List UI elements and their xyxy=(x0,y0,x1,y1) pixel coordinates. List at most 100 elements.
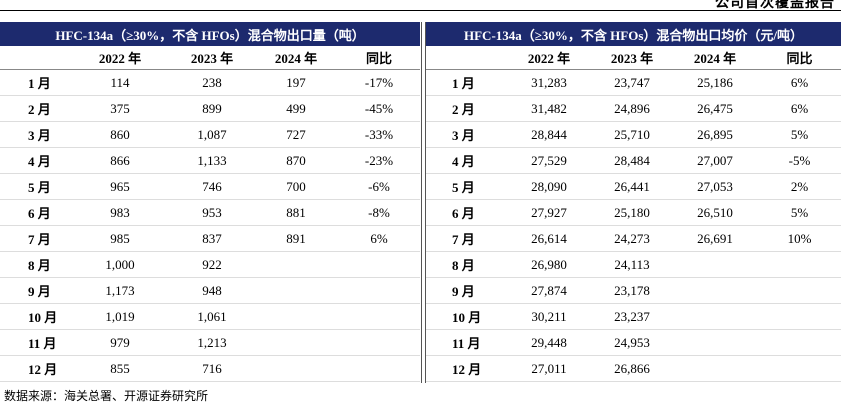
value-cell: 26,980 xyxy=(506,251,592,278)
data-row: 11 月 29,448 24,953 xyxy=(426,329,841,356)
value-cell: 979 xyxy=(70,329,170,356)
value-cell: 985 xyxy=(70,225,170,252)
month-cell: 3 月 xyxy=(426,121,506,148)
value-cell: 983 xyxy=(70,199,170,226)
value-cell: 5% xyxy=(758,199,841,226)
value-cell: 1,061 xyxy=(170,303,254,330)
value-cell: -33% xyxy=(338,121,421,148)
value-cell: 25,186 xyxy=(672,69,758,96)
data-row: 4 月 27,529 28,484 27,007 -5% xyxy=(426,147,841,174)
value-cell: 10% xyxy=(758,225,841,252)
data-row: 5 月 965 746 700 -6% xyxy=(0,173,421,200)
title-row: HFC-134a（≥30%，不含 HFOs）混合物出口量（吨） xyxy=(0,22,421,46)
value-cell: 837 xyxy=(170,225,254,252)
value-cell: 860 xyxy=(70,121,170,148)
table-title: HFC-134a（≥30%，不含 HFOs）混合物出口均价（元/吨） xyxy=(426,22,841,46)
value-cell: -45% xyxy=(338,95,421,122)
value-cell: 23,747 xyxy=(592,69,672,96)
value-cell xyxy=(338,303,421,330)
header-cell: 2022 年 xyxy=(506,46,592,70)
value-cell: 1,019 xyxy=(70,303,170,330)
data-row: 9 月 1,173 948 xyxy=(0,277,421,304)
month-cell: 8 月 xyxy=(426,251,506,278)
header-cell: 2024 年 xyxy=(672,46,758,70)
month-cell: 10 月 xyxy=(0,303,70,330)
value-cell xyxy=(338,355,421,382)
value-cell: 26,614 xyxy=(506,225,592,252)
value-cell: 922 xyxy=(170,251,254,278)
value-cell: 27,927 xyxy=(506,199,592,226)
value-cell xyxy=(672,329,758,356)
header-row: 2022 年 2023 年 2024 年同比 xyxy=(426,46,841,70)
value-cell: 27,011 xyxy=(506,355,592,382)
value-cell: -23% xyxy=(338,147,421,174)
month-cell: 11 月 xyxy=(0,329,70,356)
export-volume-table: HFC-134a（≥30%，不含 HFOs）混合物出口量（吨） 2022 年 202… xyxy=(0,22,421,382)
data-row: 11 月 979 1,213 xyxy=(0,329,421,356)
value-cell: 26,510 xyxy=(672,199,758,226)
value-cell xyxy=(672,303,758,330)
month-cell: 11 月 xyxy=(426,329,506,356)
value-cell: 375 xyxy=(70,95,170,122)
value-cell: 23,237 xyxy=(592,303,672,330)
value-cell: 700 xyxy=(254,173,338,200)
data-row: 5 月 28,090 26,441 27,053 2% xyxy=(426,173,841,200)
data-row: 4 月 866 1,133 870 -23% xyxy=(0,147,421,174)
value-cell: 727 xyxy=(254,121,338,148)
value-cell: 891 xyxy=(254,225,338,252)
data-row: 10 月 30,211 23,237 xyxy=(426,303,841,330)
report-tag: 公司首次覆盖报告 xyxy=(715,0,835,11)
value-cell xyxy=(338,251,421,278)
value-cell xyxy=(758,329,841,356)
data-row: 2 月 31,482 24,896 26,475 6% xyxy=(426,95,841,122)
value-cell: 29,448 xyxy=(506,329,592,356)
month-cell: 12 月 xyxy=(0,355,70,382)
month-cell: 2 月 xyxy=(426,95,506,122)
value-cell: 30,211 xyxy=(506,303,592,330)
value-cell: 1,133 xyxy=(170,147,254,174)
data-row: 7 月 26,614 24,273 26,691 10% xyxy=(426,225,841,252)
table-divider xyxy=(421,22,426,383)
value-cell: 27,874 xyxy=(506,277,592,304)
data-row: 3 月 860 1,087 727 -33% xyxy=(0,121,421,148)
header-cell: 2024 年 xyxy=(254,46,338,70)
header-cell: 2022 年 xyxy=(70,46,170,70)
month-cell: 8 月 xyxy=(0,251,70,278)
data-row: 8 月 26,980 24,113 xyxy=(426,251,841,278)
month-cell: 3 月 xyxy=(0,121,70,148)
export-price-table: HFC-134a（≥30%，不含 HFOs）混合物出口均价（元/吨） 2022 年… xyxy=(426,22,841,382)
month-cell: 7 月 xyxy=(426,225,506,252)
value-cell xyxy=(338,277,421,304)
value-cell xyxy=(672,277,758,304)
data-row: 3 月 28,844 25,710 26,895 5% xyxy=(426,121,841,148)
source-note: 数据来源：海关总署、开源证券研究所 xyxy=(4,389,209,403)
value-cell: 965 xyxy=(70,173,170,200)
value-cell: 31,283 xyxy=(506,69,592,96)
top-rule xyxy=(0,10,841,11)
value-cell xyxy=(254,355,338,382)
value-cell: 26,895 xyxy=(672,121,758,148)
value-cell xyxy=(254,329,338,356)
value-cell xyxy=(672,355,758,382)
value-cell: 6% xyxy=(758,95,841,122)
value-cell: 948 xyxy=(170,277,254,304)
value-cell: 746 xyxy=(170,173,254,200)
value-cell: -17% xyxy=(338,69,421,96)
data-row: 6 月 983 953 881 -8% xyxy=(0,199,421,226)
data-row: 8 月 1,000 922 xyxy=(0,251,421,278)
value-cell: 31,482 xyxy=(506,95,592,122)
month-cell: 9 月 xyxy=(426,277,506,304)
value-cell: 26,691 xyxy=(672,225,758,252)
header-cell: 2023 年 xyxy=(170,46,254,70)
value-cell: 24,953 xyxy=(592,329,672,356)
data-row: 12 月 855 716 xyxy=(0,355,421,382)
month-cell: 2 月 xyxy=(0,95,70,122)
data-row: 1 月 114 238 197 -17% xyxy=(0,69,421,96)
month-cell: 12 月 xyxy=(426,355,506,382)
value-cell: 26,475 xyxy=(672,95,758,122)
value-cell xyxy=(672,251,758,278)
value-cell xyxy=(758,277,841,304)
header-cell xyxy=(0,46,70,70)
header-cell xyxy=(426,46,506,70)
